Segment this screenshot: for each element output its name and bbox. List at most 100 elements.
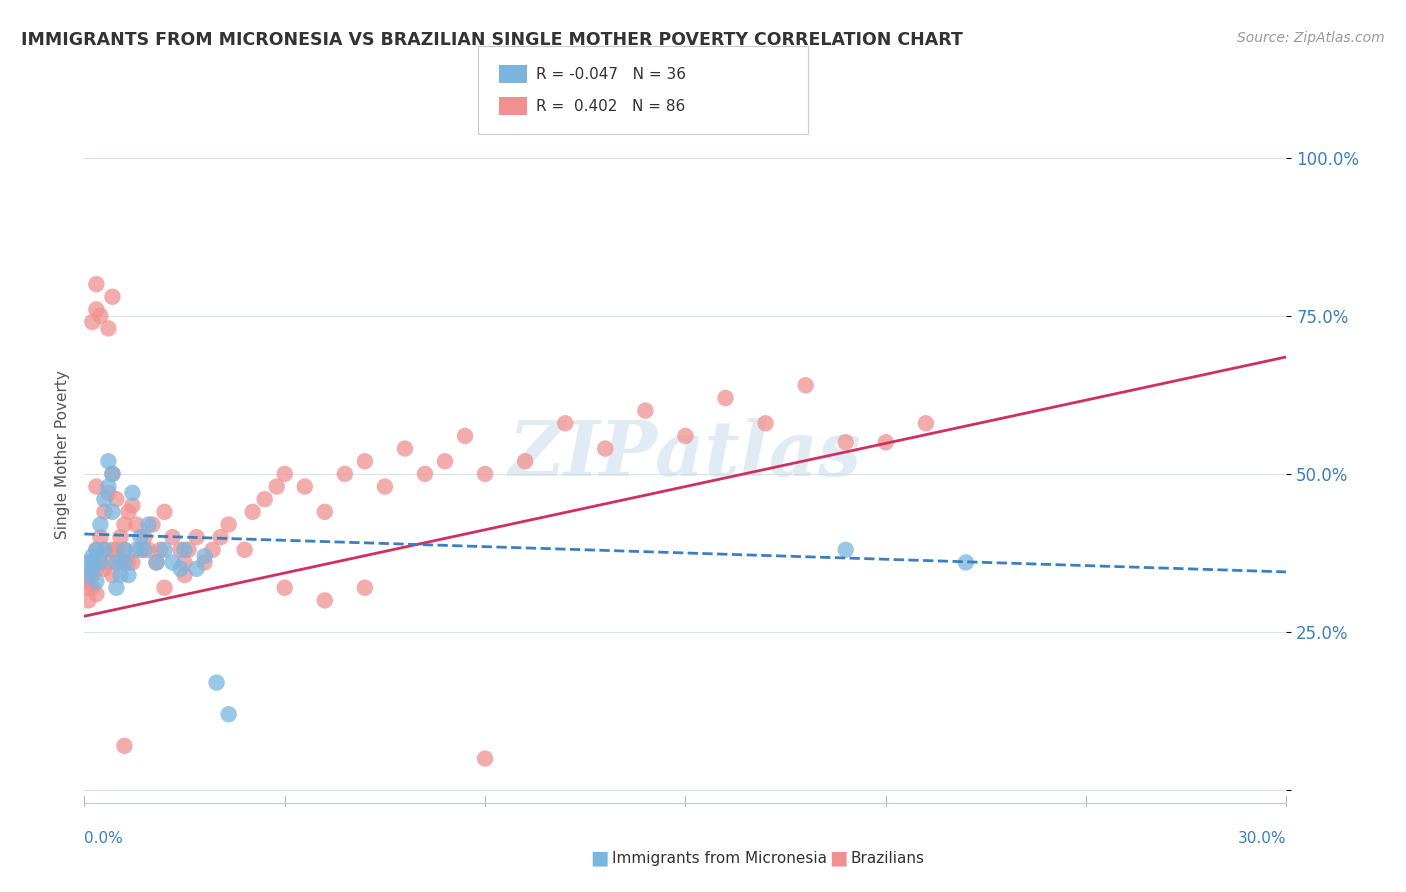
Point — [105, 492, 128, 507]
Point — [101, 290, 124, 304]
Point — [77, 568, 100, 582]
Point — [153, 505, 176, 519]
Point — [162, 530, 184, 544]
Point — [169, 542, 191, 557]
Point — [117, 505, 139, 519]
Point — [186, 562, 208, 576]
Point — [153, 581, 176, 595]
Point — [474, 467, 496, 481]
Point — [915, 417, 938, 431]
Point — [105, 581, 128, 595]
Text: 30.0%: 30.0% — [1239, 831, 1286, 847]
Point — [153, 542, 176, 557]
Point — [93, 542, 115, 557]
Point — [86, 302, 108, 317]
Point — [194, 549, 217, 563]
Point — [675, 429, 697, 443]
Text: ZIPatlas: ZIPatlas — [509, 418, 862, 491]
Point — [114, 739, 135, 753]
Point — [314, 505, 336, 519]
Point — [149, 542, 172, 557]
Point — [86, 277, 108, 292]
Text: Source: ZipAtlas.com: Source: ZipAtlas.com — [1237, 31, 1385, 45]
Point — [101, 467, 124, 481]
Point — [105, 542, 128, 557]
Point — [114, 542, 135, 557]
Point — [121, 556, 143, 570]
Point — [89, 556, 111, 570]
Point — [266, 479, 288, 493]
Point — [595, 442, 617, 456]
Text: IMMIGRANTS FROM MICRONESIA VS BRAZILIAN SINGLE MOTHER POVERTY CORRELATION CHART: IMMIGRANTS FROM MICRONESIA VS BRAZILIAN … — [21, 31, 963, 49]
Point — [294, 479, 316, 493]
Text: R =  0.402   N = 86: R = 0.402 N = 86 — [536, 99, 685, 113]
Point — [77, 581, 100, 595]
Point — [955, 556, 977, 570]
Point — [835, 435, 858, 450]
Point — [125, 542, 148, 557]
Y-axis label: Single Mother Poverty: Single Mother Poverty — [55, 370, 70, 540]
Point — [129, 530, 152, 544]
Point — [93, 542, 115, 557]
Point — [374, 479, 396, 493]
Point — [434, 454, 457, 468]
Point — [454, 429, 477, 443]
Point — [394, 442, 416, 456]
Point — [105, 556, 128, 570]
Point — [86, 542, 108, 557]
Point — [97, 479, 120, 493]
Point — [125, 517, 148, 532]
Point — [835, 542, 858, 557]
Point — [169, 562, 191, 576]
Point — [82, 568, 104, 582]
Point — [634, 403, 657, 417]
Point — [89, 530, 111, 544]
Point — [77, 556, 100, 570]
Point — [101, 467, 124, 481]
Point — [121, 486, 143, 500]
Point — [242, 505, 264, 519]
Text: ■: ■ — [591, 848, 609, 868]
Point — [110, 530, 132, 544]
Point — [114, 517, 135, 532]
Text: R = -0.047   N = 36: R = -0.047 N = 36 — [536, 67, 686, 81]
Point — [93, 505, 115, 519]
Point — [97, 556, 120, 570]
Point — [82, 556, 104, 570]
Point — [218, 707, 240, 722]
Point — [138, 542, 160, 557]
Text: Brazilians: Brazilians — [851, 851, 925, 865]
Point — [138, 517, 160, 532]
Point — [82, 315, 104, 329]
Point — [89, 309, 111, 323]
Point — [101, 568, 124, 582]
Point — [205, 675, 228, 690]
Point — [173, 542, 195, 557]
Point — [97, 486, 120, 500]
Point — [89, 517, 111, 532]
Point — [474, 751, 496, 765]
Point — [110, 556, 132, 570]
Point — [145, 556, 167, 570]
Point — [141, 517, 163, 532]
Point — [162, 556, 184, 570]
Point — [274, 581, 297, 595]
Point — [101, 505, 124, 519]
Point — [89, 556, 111, 570]
Point — [93, 562, 115, 576]
Point — [86, 574, 108, 589]
Point — [121, 499, 143, 513]
Point — [86, 562, 108, 576]
Point — [117, 568, 139, 582]
Text: Immigrants from Micronesia: Immigrants from Micronesia — [612, 851, 827, 865]
Point — [794, 378, 817, 392]
Point — [875, 435, 897, 450]
Point — [314, 593, 336, 607]
Point — [129, 542, 152, 557]
Point — [134, 542, 156, 557]
Point — [82, 549, 104, 563]
Text: ■: ■ — [830, 848, 848, 868]
Point — [209, 530, 232, 544]
Point — [515, 454, 537, 468]
Point — [97, 321, 120, 335]
